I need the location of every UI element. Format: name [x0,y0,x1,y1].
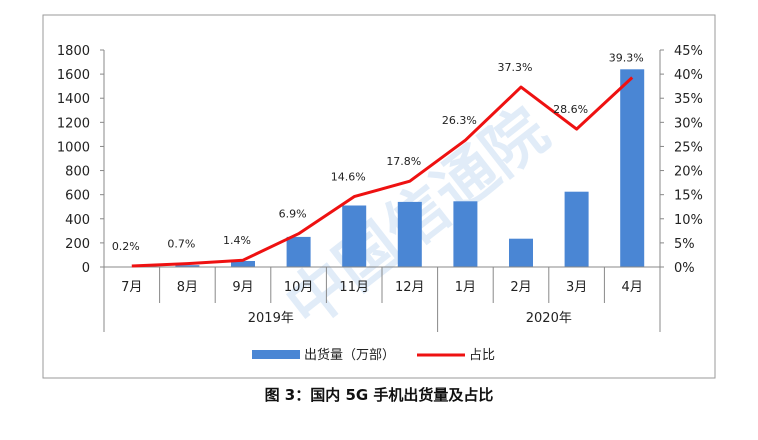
share-data-label: 0.7% [167,238,195,251]
category-label: 10月 [284,280,314,295]
left-tick-label: 1000 [57,140,90,155]
left-tick-label: 1800 [57,44,90,59]
bar-series [119,69,645,267]
figure-caption: 图 3：国内 5G 手机出货量及占比 [264,386,494,404]
share-data-label: 17.8% [386,155,421,168]
left-tick-label: 1200 [57,116,90,131]
share-data-label: 0.2% [112,240,140,253]
share-data-label: 1.4% [223,234,251,247]
share-data-label: 26.3% [442,114,477,127]
line-series [131,76,634,268]
right-tick-label: 10% [674,213,703,228]
right-tick-label: 5% [674,237,695,252]
bar-6 [397,201,422,267]
left-tick-label: 200 [65,237,90,252]
bar-10 [620,69,645,267]
category-label: 2月 [510,280,531,295]
data-labels: 0.2% 0.7% 1.4% 6.9% 14.6% 17.8% 26.3% 37.3% 28.6… [112,51,644,253]
left-tick-label: 0 [82,261,90,276]
share-line [131,76,634,268]
legend-bar-swatch [252,350,300,359]
right-tick-label: 35% [674,92,703,107]
right-tick-label: 45% [674,44,703,59]
left-tick-label: 1600 [57,68,90,83]
share-data-label: 14.6% [331,171,366,184]
share-data-label: 37.3% [498,61,533,74]
share-data-label: 28.6% [553,103,588,116]
right-tick-label: 20% [674,165,703,180]
category-label: 7月 [121,280,142,295]
left-tick-label: 800 [65,165,90,180]
bar-9 [564,191,589,267]
chart-border [42,14,716,379]
bar-5 [342,205,367,267]
bar-2 [175,265,200,267]
category-label: 9月 [232,280,253,295]
bar-3 [231,261,255,267]
category-label: 1月 [455,280,476,295]
bar-4 [286,236,311,267]
left-tick-label: 1400 [57,92,90,107]
year-group-label: 2020年 [526,311,572,326]
category-label: 12月 [395,280,425,295]
right-tick-label: 15% [674,189,703,204]
axes: 0 200 400 600 800 1000 1200 1400 1600 1800 0% 5% 10%… [57,44,703,332]
legend-bar-label: 出货量（万部） [304,347,395,363]
category-label: 8月 [177,280,198,295]
legend-line-label: 占比 [469,348,495,363]
right-tick-label: 25% [674,140,703,155]
bar-7 [453,201,478,267]
legend: 出货量（万部） 占比 [252,347,495,363]
category-label: 11月 [339,280,369,295]
share-data-label: 6.9% [279,208,307,221]
left-tick-label: 600 [65,189,90,204]
right-tick-label: 0% [674,261,695,276]
right-tick-label: 40% [674,68,703,83]
share-data-label: 39.3% [609,51,644,64]
category-label: 3月 [566,280,587,295]
left-tick-label: 400 [65,213,90,228]
right-tick-label: 30% [674,116,703,131]
bar-8 [509,238,533,267]
category-label: 4月 [622,280,643,295]
year-group-label: 2019年 [248,311,294,326]
